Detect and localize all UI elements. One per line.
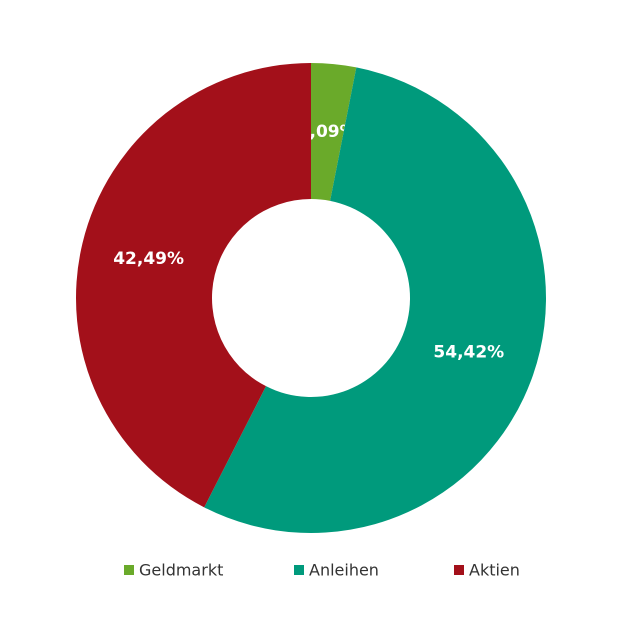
value-label: 54,42% [433, 343, 504, 363]
legend-label: Anleihen [309, 561, 379, 580]
legend-swatch [294, 565, 304, 575]
legend-label: Geldmarkt [139, 561, 223, 580]
value-label: 42,49% [113, 249, 184, 269]
legend-swatch [124, 565, 134, 575]
legend-swatch [454, 565, 464, 575]
donut-segment [76, 63, 312, 508]
donut-segment [204, 67, 547, 533]
value-label: 3,09% [298, 122, 357, 142]
donut-segment [311, 63, 357, 201]
legend-label: Aktien [469, 561, 520, 580]
